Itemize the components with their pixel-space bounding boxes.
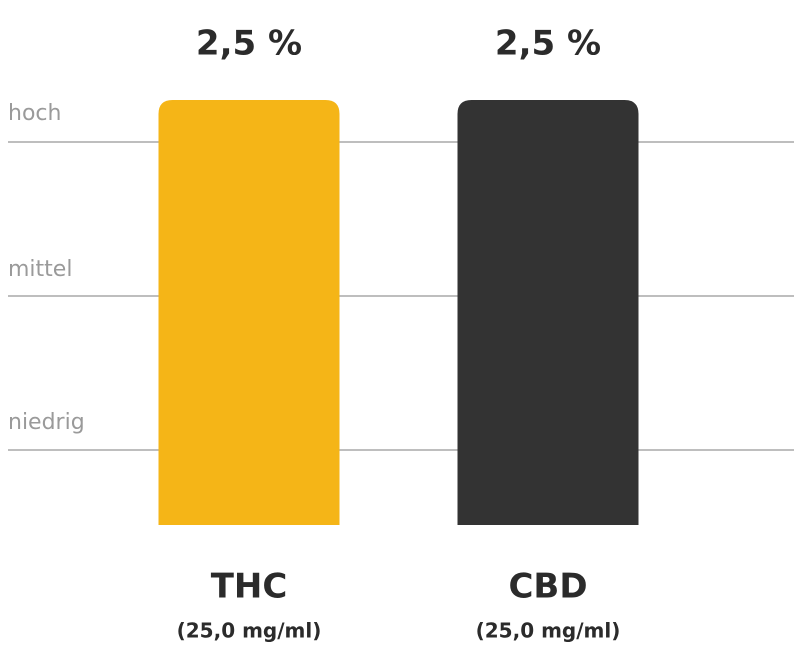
category-sublabel: (25,0 mg/ml) bbox=[177, 619, 322, 643]
bar bbox=[158, 100, 340, 525]
level-label: niedrig bbox=[8, 410, 85, 435]
level-label: mittel bbox=[8, 257, 72, 282]
level-label: hoch bbox=[8, 101, 61, 126]
category-label: CBD bbox=[508, 567, 587, 607]
category-sublabel: (25,0 mg/ml) bbox=[476, 619, 621, 643]
bar bbox=[457, 100, 639, 525]
value-label: 2,5 % bbox=[196, 24, 302, 64]
category-label: THC bbox=[211, 567, 288, 607]
value-label: 2,5 % bbox=[495, 24, 601, 64]
